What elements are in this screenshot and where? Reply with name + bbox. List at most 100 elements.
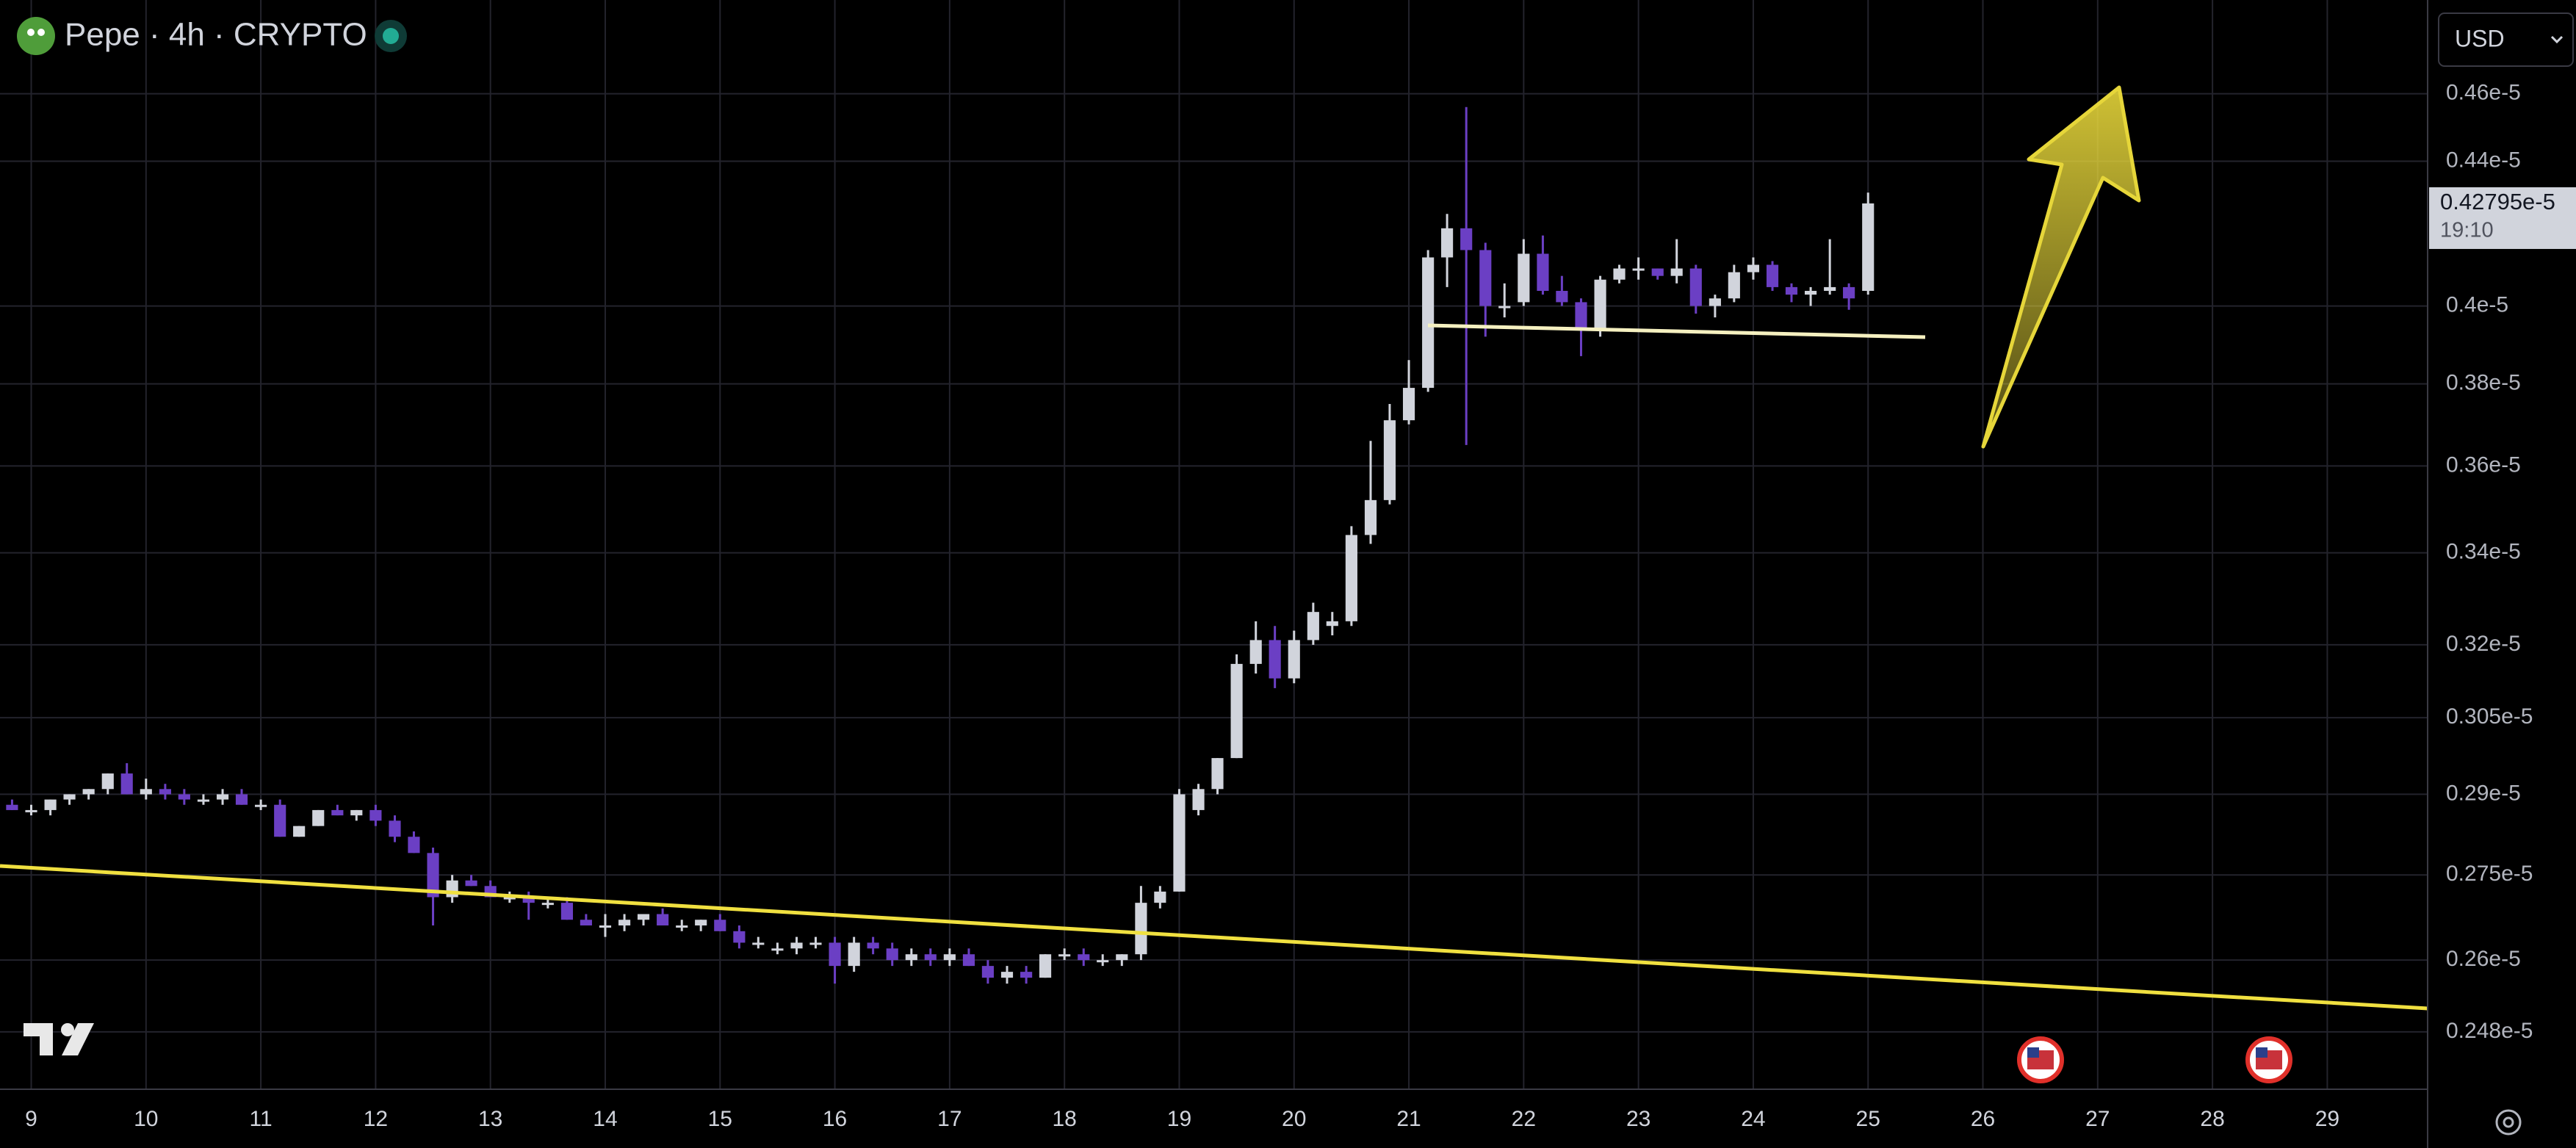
candle-body: [695, 920, 707, 925]
symbol-icon[interactable]: [17, 17, 55, 55]
currency-selector[interactable]: [2438, 12, 2574, 67]
candle-body: [1575, 302, 1587, 329]
drawings: [0, 85, 2428, 1011]
candle-body: [1345, 535, 1357, 621]
candle-body: [1269, 640, 1281, 679]
candle-body: [44, 799, 57, 810]
candle-body: [1709, 298, 1721, 306]
y-tick-label: 0.34e-5: [2446, 539, 2521, 563]
y-tick-label: 0.38e-5: [2446, 371, 2521, 395]
candle-body: [1728, 272, 1740, 299]
x-tick-label: 15: [708, 1107, 732, 1131]
candle-body: [293, 826, 306, 837]
symbol-title[interactable]: Pepe · 4h · CRYPTO: [65, 17, 367, 53]
x-tick-label: 10: [134, 1107, 158, 1131]
y-tick-label: 0.44e-5: [2446, 148, 2521, 172]
axes: 0.46e-5 0.44e-5 0.4e-5 0.38e-5 0.36e-5 0.34e-…: [25, 81, 2576, 1131]
y-tick-label: 0.4e-5: [2446, 293, 2508, 317]
candle-body: [274, 804, 286, 837]
candle-body: [560, 903, 574, 920]
candle-body: [1326, 621, 1338, 627]
candle-body: [389, 820, 401, 837]
logo-part: [61, 1023, 74, 1036]
candle-body: [1537, 253, 1549, 292]
candle-body: [981, 966, 994, 978]
x-tick-label: 25: [1856, 1107, 1880, 1131]
x-tick-label: 22: [1512, 1107, 1536, 1131]
candle-body: [962, 954, 975, 967]
y-tick-label: 0.26e-5: [2446, 947, 2521, 971]
y-tick-label: 0.305e-5: [2446, 704, 2533, 729]
candle-body: [1632, 268, 1645, 271]
x-tick-label: 18: [1052, 1107, 1076, 1131]
candle-body: [1670, 268, 1683, 276]
event-icon[interactable]: [2245, 1036, 2292, 1083]
status-dot: [383, 28, 399, 44]
candle-body: [446, 880, 458, 898]
x-tick-label: 23: [1626, 1107, 1650, 1131]
candle-body: [465, 880, 477, 887]
candle-body: [829, 942, 841, 967]
x-tick-label: 24: [1741, 1107, 1765, 1131]
arrow: [1981, 85, 2141, 449]
x-tick-label: 20: [1282, 1107, 1306, 1131]
candle-body: [1460, 228, 1473, 250]
candle-body: [752, 942, 765, 945]
flag-canton: [2027, 1047, 2039, 1058]
candle-body: [350, 809, 363, 816]
candle-body: [1441, 228, 1454, 258]
candle-body: [657, 914, 669, 925]
candle-body: [1097, 960, 1109, 963]
candle-body: [599, 925, 612, 928]
candle-body: [1747, 264, 1760, 272]
candle-body: [1402, 388, 1415, 421]
candle-body: [1192, 789, 1205, 810]
candle-body: [1689, 268, 1702, 306]
currency-label[interactable]: USD: [2455, 25, 2505, 51]
candle-body: [809, 942, 822, 945]
event-icon[interactable]: [2017, 1036, 2064, 1083]
candle-body: [235, 794, 248, 805]
candle-body: [1000, 972, 1014, 978]
candle-body: [427, 853, 439, 898]
candle-body: [1785, 286, 1798, 295]
candle-body: [924, 954, 937, 961]
candle-body: [1518, 253, 1530, 303]
candle-body: [101, 773, 114, 790]
candle-body: [1116, 954, 1128, 961]
x-tick-label: 29: [2315, 1107, 2339, 1131]
settings-button[interactable]: [2495, 1109, 2522, 1136]
y-tick-label: 0.32e-5: [2446, 632, 2521, 656]
candle-body: [637, 914, 650, 920]
candle-body: [886, 948, 898, 961]
candle-body: [140, 789, 152, 795]
candle-body: [408, 837, 420, 853]
symbol-icon-eye: [27, 29, 35, 36]
candle-body: [1230, 663, 1243, 759]
candle-body: [312, 809, 325, 826]
candle-body: [82, 789, 95, 795]
logo-part: [62, 1023, 94, 1055]
candle-body: [1613, 268, 1626, 280]
candle-body: [1039, 954, 1052, 978]
y-tick-label: 0.46e-5: [2446, 81, 2521, 105]
candle-body: [1173, 794, 1186, 892]
candle-body: [25, 809, 37, 812]
candle-body: [1383, 420, 1396, 500]
candle-body: [1804, 291, 1817, 295]
candle-body: [1058, 954, 1071, 957]
trend-line: [0, 864, 2428, 1011]
x-tick-label: 19: [1167, 1107, 1191, 1131]
flag-canton: [2256, 1047, 2267, 1058]
candle-body: [1249, 640, 1262, 664]
x-tick-label: 17: [937, 1107, 962, 1131]
gear-icon[interactable]: [2495, 1109, 2522, 1136]
x-tick-label: 27: [2085, 1107, 2110, 1131]
y-tick-label: 0.36e-5: [2446, 452, 2521, 477]
x-tick-label: 26: [1971, 1107, 1995, 1131]
candle-body: [1364, 499, 1377, 535]
last-price-box: [2429, 187, 2576, 249]
candle-body: [1211, 758, 1224, 790]
